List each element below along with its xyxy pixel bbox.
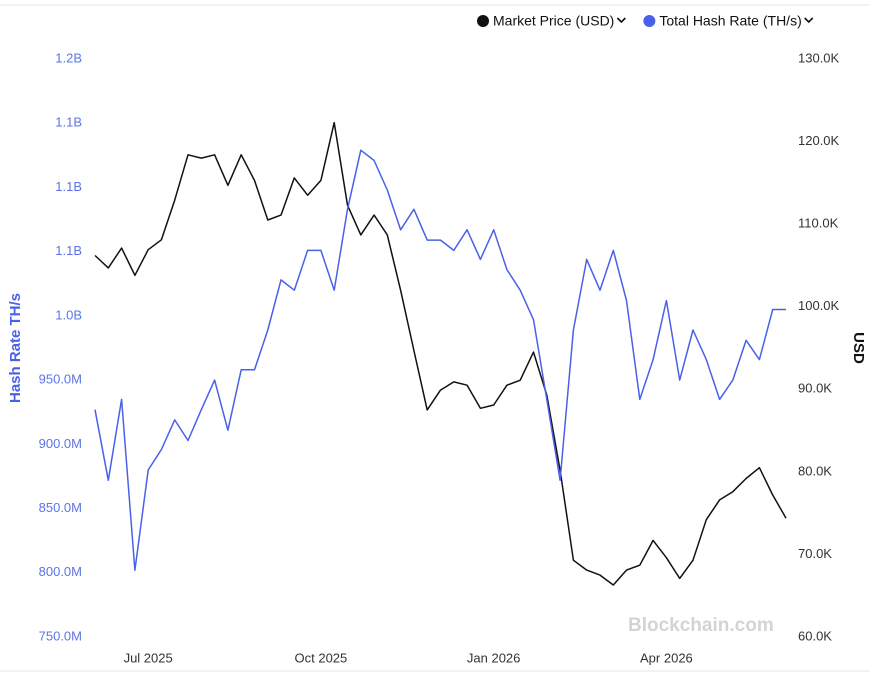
y-tick-label: 900.0M bbox=[39, 436, 82, 451]
legend-label[interactable]: Market Price (USD) bbox=[493, 13, 614, 29]
series-line bbox=[94, 149, 786, 571]
y-tick-label: 800.0M bbox=[39, 564, 82, 579]
y-tick-label: 950.0M bbox=[39, 372, 82, 387]
legend-label[interactable]: Total Hash Rate (TH/s) bbox=[659, 13, 801, 29]
y-tick-label: 1.0B bbox=[55, 307, 82, 322]
series-line bbox=[94, 121, 787, 586]
legend-marker[interactable] bbox=[477, 15, 489, 27]
y2-axis-title: USD bbox=[850, 332, 867, 364]
y-tick-label: 1.1B bbox=[55, 243, 82, 258]
y-tick-label: 1.2B bbox=[55, 50, 82, 65]
y-tick-label: 850.0M bbox=[39, 500, 82, 515]
x-tick-label: Jan 2026 bbox=[467, 650, 521, 665]
y2-tick-label: 60.0K bbox=[798, 628, 832, 643]
y2-tick-label: 100.0K bbox=[798, 298, 840, 313]
legend-chevron[interactable] bbox=[616, 17, 626, 24]
y2-tick-label: 80.0K bbox=[798, 463, 832, 478]
x-tick-label: Apr 2026 bbox=[640, 650, 693, 665]
legend-chevron[interactable] bbox=[804, 17, 814, 24]
y-tick-label: 1.1B bbox=[55, 179, 82, 194]
y2-tick-label: 130.0K bbox=[798, 50, 840, 65]
y2-tick-label: 70.0K bbox=[798, 546, 832, 561]
y-tick-label: 1.1B bbox=[55, 115, 82, 130]
y-axis-title: Hash Rate TH/s bbox=[7, 293, 24, 403]
y2-tick-label: 110.0K bbox=[798, 216, 839, 231]
y2-tick-label: 120.0K bbox=[798, 133, 840, 148]
x-tick-label: Jul 2025 bbox=[124, 650, 173, 665]
legend-marker[interactable] bbox=[643, 15, 656, 27]
watermark: Blockchain.com bbox=[628, 615, 774, 636]
y2-tick-label: 90.0K bbox=[798, 381, 832, 396]
x-tick-label: Oct 2025 bbox=[295, 650, 348, 665]
y-tick-label: 750.0M bbox=[39, 628, 82, 643]
